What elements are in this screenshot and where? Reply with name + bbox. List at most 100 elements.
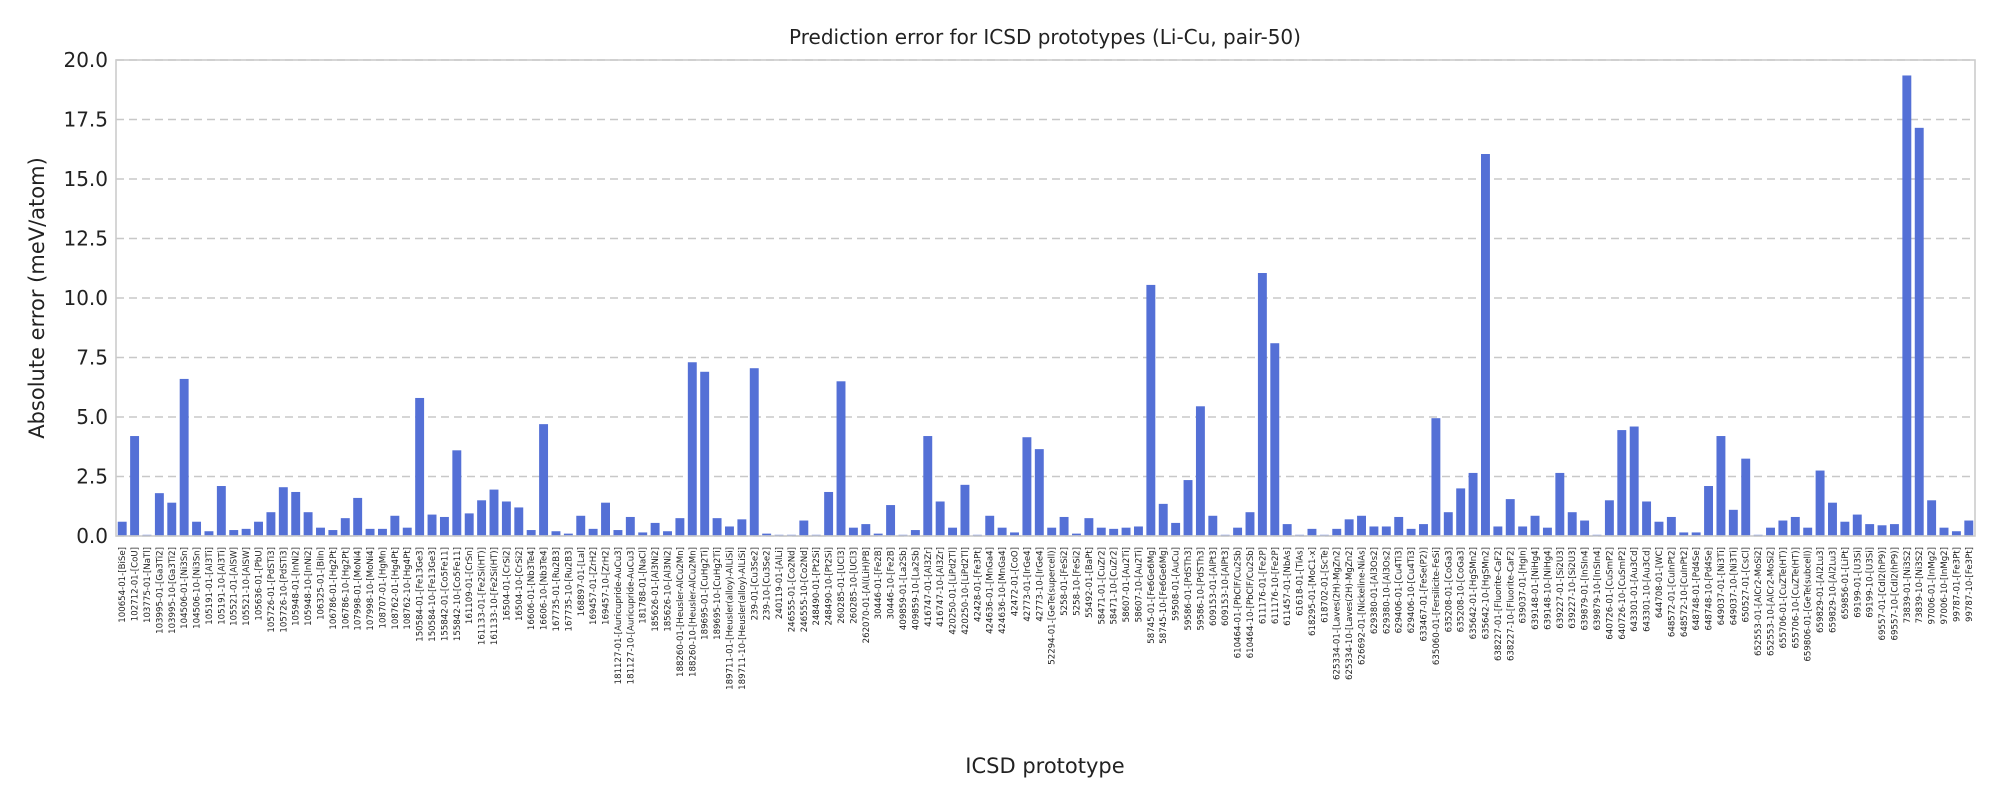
x-tick-label: 42773-01-[IrGe4] (1023, 547, 1033, 622)
x-tick-label: 629380-01-[Al3Os2] (1370, 547, 1380, 634)
bar (1381, 526, 1391, 536)
bar (477, 500, 487, 536)
bar (1307, 528, 1317, 536)
bar (675, 518, 685, 536)
bar (601, 502, 610, 536)
bar (415, 397, 425, 536)
y-tick-label: 12.5 (63, 227, 108, 251)
x-tick-label: 103995-01-[Ga3Ti2] (155, 547, 165, 634)
x-tick-label: 639227-10-[Si2U3] (1568, 547, 1578, 629)
bar (1419, 524, 1428, 536)
bar (365, 528, 375, 536)
bar (650, 522, 660, 536)
bar (836, 381, 846, 536)
x-tick-label: 635208-10-[CoGa3] (1457, 547, 1467, 632)
x-tick-label: 105191-10-[Al3Ti] (217, 547, 227, 625)
bar (241, 528, 251, 536)
bar (1828, 502, 1837, 536)
x-tick-label: 260285-10-[UCl3] (849, 547, 859, 624)
x-tick-label: 155842-10-[Co5Fe11] (453, 547, 463, 641)
bar (1270, 343, 1280, 536)
bar (1456, 488, 1466, 536)
plot-frame (115, 59, 1976, 537)
x-tick-label: 161133-10-[Fe2Si(HT)] (490, 547, 500, 645)
x-tick-label: 185626-10-[Al3Ni2] (664, 547, 674, 632)
x-tick-label: 659829-01-[Al2Lu3] (1816, 547, 1826, 633)
bar (1679, 532, 1689, 536)
x-tick-label: 103775-01-[NaTl] (143, 547, 153, 623)
x-tick-label: 625334-01-[Laves(2H)-MgZn2] (1333, 547, 1343, 680)
x-tick-label: 239-01-[Cu3Se2] (750, 547, 760, 620)
bar (613, 530, 623, 536)
x-tick-label: 16504-10-[CrSi2] (515, 547, 525, 621)
x-tick-label: 105948-01-[InNi2] (292, 547, 302, 626)
bar (948, 527, 958, 536)
bar (1034, 449, 1044, 536)
bar (588, 528, 598, 536)
x-tick-label: 610464-01-[PbClF/Cu2Sb] (1234, 547, 1244, 658)
x-tick-label: 16606-01-[Nb3Te4] (527, 547, 537, 630)
bar (204, 531, 214, 536)
x-tick-label: 239-10-[Cu3Se2] (763, 547, 773, 620)
x-tick-label: 610464-10-[PbClF/Cu2Sb] (1246, 547, 1256, 658)
bar (1010, 532, 1019, 536)
x-tick-label: 639148-01-[NiHg4] (1531, 547, 1541, 630)
x-tick-label: 97006-10-[InMg2] (1940, 547, 1950, 625)
x-tick-label: 640726-01-[CuSmP2] (1605, 547, 1615, 640)
x-tick-label: 155842-01-[Co5Fe11] (440, 547, 450, 641)
x-tick-label: 648572-10-[CuInPt2] (1680, 547, 1690, 637)
bar (229, 530, 239, 536)
x-tick-label: 262070-01-[Al(LiH)PB] (862, 547, 872, 643)
x-tick-label: 58471-01-[CuZr2] (1097, 547, 1107, 625)
x-tick-label: 639037-01-[HgIn] (1519, 547, 1529, 624)
bar (390, 515, 400, 536)
x-tick-label: 69557-10-[CdI2(hP9)] (1890, 547, 1900, 640)
x-tick-label: 260285-01-[UCl3] (837, 547, 847, 624)
bar (1047, 527, 1057, 536)
bar (154, 493, 164, 536)
x-tick-label: 420250-10-[LiPd2Tl] (961, 547, 971, 635)
x-tick-label: 59586-10-[PdSTh3] (1196, 547, 1206, 630)
bar (167, 502, 177, 536)
bar (1146, 284, 1156, 536)
x-tick-label: 638227-10-[Fluorite-CaF2] (1506, 547, 1516, 661)
x-tick-label: 161133-01-[Fe2Si(HT)] (478, 547, 488, 645)
bar (1518, 526, 1528, 536)
x-tick-label: 618702-01-[ScTe] (1320, 547, 1330, 623)
x-tick-label: 16504-01-[CrSi2] (502, 547, 512, 621)
x-tick-label: 629406-01-[Cu4Ti3] (1395, 547, 1405, 633)
chart-title: Prediction error for ICSD prototypes (Li… (789, 25, 1301, 49)
bar (1803, 527, 1813, 536)
x-tick-label: 635642-10-[HgSMn2] (1481, 547, 1491, 639)
bar (725, 526, 734, 536)
y-tick-label: 5.0 (76, 405, 108, 429)
x-tick-label: 611457-01-[NbAs] (1283, 547, 1293, 626)
bars (117, 75, 1974, 536)
x-tick-label: 409859-01-[La2Sb] (899, 547, 909, 630)
x-tick-label: 189695-10-[CuHg2Ti] (713, 547, 723, 640)
bar (1394, 516, 1404, 536)
x-tick-label: 629406-10-[Cu4Ti3] (1407, 547, 1417, 633)
bar (353, 497, 363, 536)
x-tick-label: 105948-10-[InNi2] (304, 547, 314, 626)
bar (402, 527, 412, 536)
x-tick-label: 246555-10-[Co2Nd] (800, 547, 810, 632)
bar (1964, 520, 1974, 536)
x-tick-label: 181127-01-[Auricupride-AuCu3] (614, 547, 624, 684)
bar (861, 524, 871, 536)
x-tick-label: 102712-01-[CoU] (131, 547, 141, 621)
bar (130, 436, 140, 536)
bar (216, 486, 226, 536)
x-tick-label: 59586-01-[PdSTh3] (1184, 547, 1194, 630)
bar (328, 530, 338, 536)
x-tick-label: 169457-10-[ZrH2] (602, 547, 612, 625)
bar (848, 527, 858, 536)
x-tick-label: 416747-10-[Al3Zr] (936, 547, 946, 627)
bar (1840, 521, 1850, 536)
x-tick-label: 188260-10-[Heusler-AlCu2Mn] (688, 547, 698, 677)
x-tick-label: 168897-01-[LaI] (577, 547, 587, 616)
x-tick-label: 643301-10-[Au3Cd] (1643, 547, 1653, 632)
bar (551, 531, 561, 536)
y-tick-label: 0.0 (76, 524, 108, 548)
bar (291, 491, 301, 536)
